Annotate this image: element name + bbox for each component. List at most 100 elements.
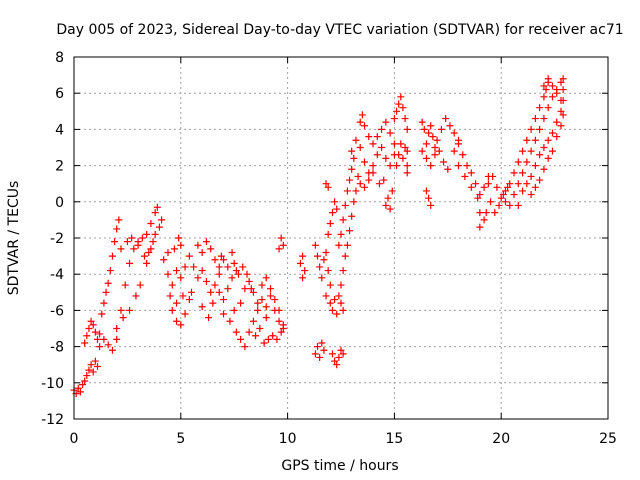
data-point: [335, 292, 343, 300]
data-point: [459, 151, 467, 159]
data-point: [395, 151, 403, 159]
data-point: [328, 350, 336, 358]
data-point: [386, 129, 394, 137]
data-point: [316, 263, 324, 271]
data-point: [113, 325, 121, 332]
data-point: [151, 230, 159, 238]
data-point: [514, 201, 522, 209]
data-point: [220, 256, 228, 264]
data-point: [350, 154, 358, 162]
y-tick-label: -4: [50, 267, 64, 283]
data-point: [132, 292, 140, 300]
data-point: [151, 209, 159, 217]
data-point: [275, 306, 283, 314]
data-point: [360, 158, 368, 166]
data-point: [454, 140, 462, 148]
data-point: [480, 216, 488, 224]
data-point: [420, 125, 428, 133]
data-point: [267, 285, 275, 293]
data-point: [277, 234, 285, 242]
data-point: [390, 115, 398, 123]
data-point: [337, 281, 345, 289]
data-point: [356, 118, 364, 126]
data-point: [83, 332, 91, 340]
y-tick-label: -12: [41, 412, 64, 428]
data-point: [493, 183, 501, 191]
data-point: [523, 180, 531, 188]
data-point: [173, 299, 181, 307]
data-point: [510, 191, 518, 199]
data-point: [115, 216, 123, 224]
data-point: [247, 285, 255, 293]
data-point: [403, 169, 411, 177]
data-point: [202, 238, 210, 246]
data-point: [245, 328, 253, 336]
y-tick-label: 6: [55, 86, 64, 102]
data-point: [121, 281, 129, 289]
data-point: [177, 321, 185, 329]
data-point: [164, 248, 172, 256]
data-point: [143, 230, 151, 238]
data-point: [403, 147, 411, 155]
data-point: [333, 361, 341, 369]
data-point: [501, 187, 509, 195]
data-point: [264, 335, 272, 343]
data-point: [119, 314, 127, 322]
data-point: [166, 292, 174, 300]
y-tick-label: -8: [50, 340, 64, 356]
data-point: [254, 299, 262, 307]
data-point: [378, 125, 386, 133]
data-point: [256, 325, 264, 332]
data-point: [544, 104, 552, 112]
data-point: [427, 122, 435, 130]
data-point: [450, 147, 458, 155]
data-point: [540, 115, 548, 123]
data-point: [217, 252, 225, 260]
data-point: [427, 162, 435, 170]
data-point: [299, 252, 307, 260]
data-point: [326, 220, 334, 228]
data-point: [527, 191, 535, 199]
data-point: [348, 212, 356, 220]
data-point: [337, 346, 345, 354]
data-point: [85, 366, 93, 374]
data-point: [425, 194, 433, 202]
data-point: [181, 310, 189, 318]
data-point: [267, 292, 275, 300]
data-point: [96, 343, 104, 351]
data-point: [296, 259, 304, 267]
data-point: [113, 225, 121, 233]
data-point: [93, 363, 101, 371]
data-point: [544, 154, 552, 162]
data-point: [559, 86, 567, 94]
data-point: [433, 136, 441, 144]
data-point: [322, 292, 330, 300]
data-point: [553, 118, 561, 126]
data-point: [143, 259, 151, 267]
data-point: [472, 180, 480, 188]
data-point: [98, 310, 106, 318]
data-point: [422, 154, 430, 162]
data-point: [100, 299, 108, 307]
data-point: [299, 274, 307, 282]
data-point: [431, 144, 439, 151]
data-point: [531, 162, 539, 170]
data-point: [484, 180, 492, 188]
data-point: [224, 263, 232, 271]
data-point: [388, 187, 396, 195]
data-point: [401, 144, 409, 151]
data-point: [273, 335, 281, 343]
data-point: [194, 274, 202, 282]
data-point: [117, 306, 125, 314]
data-point: [104, 341, 112, 349]
data-point: [113, 335, 121, 343]
x-tick-label: 25: [599, 431, 617, 447]
data-point: [397, 93, 405, 101]
data-point: [337, 230, 345, 238]
data-point: [220, 296, 228, 304]
data-point: [226, 317, 234, 325]
data-point: [194, 241, 202, 249]
data-point: [331, 198, 339, 206]
data-point: [380, 176, 388, 184]
